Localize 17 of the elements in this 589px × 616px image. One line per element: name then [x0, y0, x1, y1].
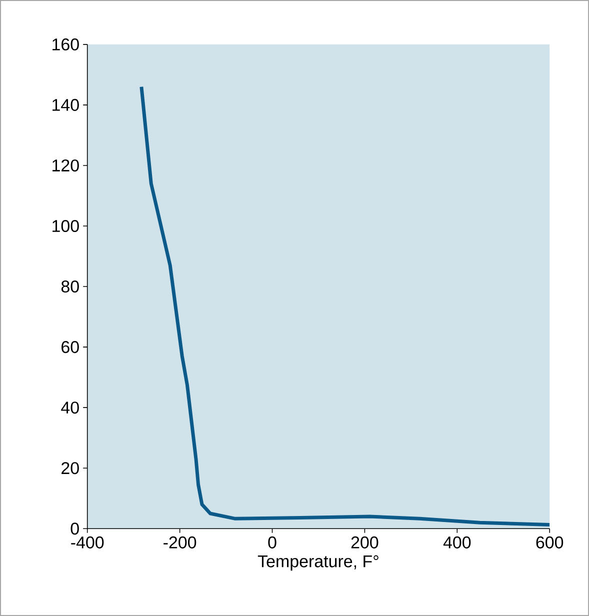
- y-tick-label: 160: [52, 38, 79, 50]
- y-tick-label: 40: [61, 402, 79, 414]
- y-tick-label: 60: [62, 341, 79, 354]
- x-tick-label: 200: [351, 536, 378, 548]
- y-tick-label: 120: [52, 159, 79, 172]
- x-tick-label: 0: [268, 536, 276, 548]
- x-tick-label: -400: [71, 536, 104, 548]
- y-tick-label: 80: [61, 280, 79, 293]
- y-tick-label: 20: [62, 462, 79, 474]
- x-tick-label: 600: [536, 536, 564, 548]
- y-tick-label: 140: [52, 98, 79, 111]
- y-tick-label: 100: [52, 220, 79, 232]
- y-tick-label: 0: [70, 522, 79, 535]
- x-axis-title: Temperature, F°: [258, 555, 378, 571]
- line-series: [140, 85, 550, 526]
- x-tick-label: -200: [164, 536, 196, 548]
- x-tick-label: 400: [443, 536, 471, 548]
